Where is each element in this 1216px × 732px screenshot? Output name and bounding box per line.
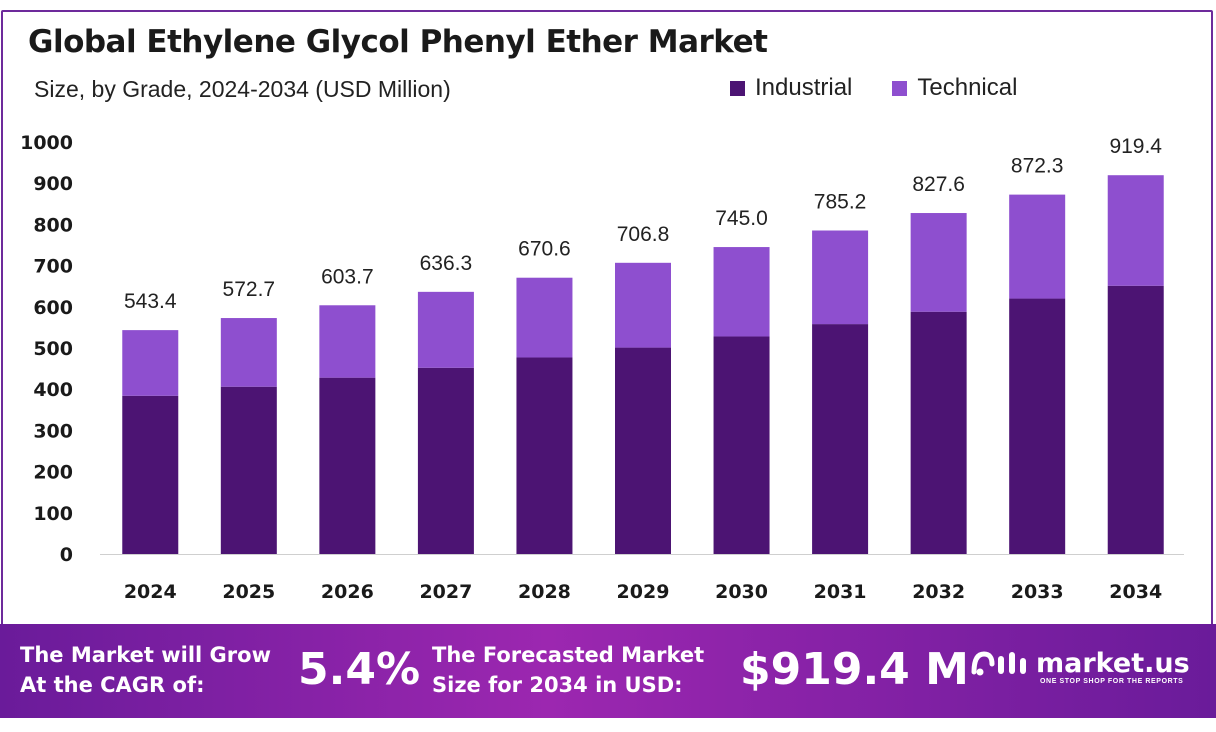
y-tick-label: 1000: [20, 132, 73, 154]
x-tick-label: 2031: [814, 581, 867, 603]
x-tick-label: 2026: [321, 581, 374, 603]
bar-segment-technical: [812, 230, 869, 325]
bar-segment-technical: [1009, 194, 1066, 299]
bar-total-label: 827.6: [912, 173, 965, 196]
bar-segment-industrial: [1009, 298, 1066, 554]
x-tick-label: 2024: [124, 581, 177, 603]
x-tick-label: 2034: [1109, 581, 1162, 603]
bar-total-label: 785.2: [814, 190, 867, 213]
chart-subtitle: Size, by Grade, 2024-2034 (USD Million): [34, 76, 451, 102]
bar-chart: 0 100 200 300 400 500 600 700 800 900 1000 543.4 202…: [20, 132, 1184, 603]
bar-segment-industrial: [615, 347, 671, 554]
chart-legend: Industrial Technical: [730, 74, 1017, 102]
cagr-value: 5.4%: [298, 644, 421, 695]
y-tick-label: 500: [33, 338, 73, 360]
bar-segment-industrial: [1107, 285, 1164, 554]
y-tick-label: 600: [33, 297, 73, 319]
bar-segment-industrial: [122, 395, 179, 554]
bar-segment-technical: [516, 277, 573, 358]
x-tick-label: 2033: [1011, 581, 1064, 603]
y-tick-label: 400: [33, 379, 73, 401]
legend-swatch-technical: [892, 80, 908, 96]
bar-total-label: 919.4: [1109, 135, 1162, 158]
legend-label-technical: Technical: [917, 74, 1018, 101]
bar-segment-technical: [319, 305, 376, 378]
bar-total-label: 745.0: [715, 207, 768, 230]
y-tick-label: 200: [33, 462, 73, 484]
y-tick-label: 700: [33, 256, 73, 278]
cagr-caption-line2: At the CAGR of:: [20, 673, 205, 697]
summary-banner: The Market will Grow At the CAGR of: 5.4…: [0, 624, 1216, 718]
bar-total-label: 543.4: [124, 290, 177, 313]
forecast-caption-line2: Size for 2034 in USD:: [432, 673, 683, 697]
bar-total-label: 706.8: [617, 223, 670, 246]
bar-segment-industrial: [319, 377, 376, 554]
bar-total-label: 636.3: [420, 252, 473, 275]
legend-item-industrial: Industrial: [730, 74, 852, 102]
brand-tagline: ONE STOP SHOP FOR THE REPORTS: [1040, 678, 1184, 685]
y-tick-label: 800: [33, 214, 73, 236]
bar-segment-industrial: [516, 357, 573, 554]
market-us-logo-icon: [971, 651, 1026, 676]
forecast-caption-line1: The Forecasted Market: [432, 643, 705, 667]
legend-item-technical: Technical: [892, 74, 1017, 102]
cagr-caption: The Market will Grow At the CAGR of:: [20, 640, 271, 700]
bar-total-label: 572.7: [223, 278, 276, 301]
x-tick-label: 2028: [518, 581, 571, 603]
chart-title: Global Ethylene Glycol Phenyl Ether Mark…: [28, 24, 768, 60]
bar-segment-technical: [615, 262, 671, 348]
bar-segment-industrial: [220, 386, 277, 554]
bar-segment-technical: [220, 318, 277, 387]
bar-segment-industrial: [910, 311, 967, 554]
y-tick-label: 300: [33, 420, 73, 442]
bar-total-label: 872.3: [1011, 155, 1064, 178]
brand-logo: market.us: [970, 646, 1190, 680]
bar-segment-industrial: [713, 336, 770, 554]
bar-segment-technical: [417, 291, 474, 368]
x-tick-label: 2027: [419, 581, 472, 603]
legend-label-industrial: Industrial: [755, 74, 853, 101]
y-tick-label: 0: [60, 544, 73, 566]
bar-segment-industrial: [417, 367, 474, 554]
x-tick-label: 2025: [222, 581, 275, 603]
bar-segment-technical: [1107, 175, 1164, 286]
brand-name: market.us: [1036, 647, 1190, 679]
bar-total-label: 603.7: [321, 265, 374, 288]
legend-swatch-industrial: [730, 80, 745, 96]
bar-segment-technical: [910, 213, 967, 312]
bar-segment-technical: [713, 247, 770, 337]
y-tick-label: 100: [33, 503, 73, 525]
bar-total-label: 670.6: [518, 238, 571, 261]
forecast-value: $919.4 M: [740, 644, 969, 695]
bar-segment-industrial: [812, 324, 869, 554]
x-tick-label: 2029: [617, 581, 670, 603]
cagr-caption-line1: The Market will Grow: [20, 643, 271, 667]
x-tick-label: 2030: [715, 581, 768, 603]
forecast-caption: The Forecasted Market Size for 2034 in U…: [432, 640, 704, 700]
bar-segment-technical: [122, 330, 179, 396]
x-tick-label: 2032: [912, 581, 965, 603]
y-tick-label: 900: [33, 173, 73, 195]
